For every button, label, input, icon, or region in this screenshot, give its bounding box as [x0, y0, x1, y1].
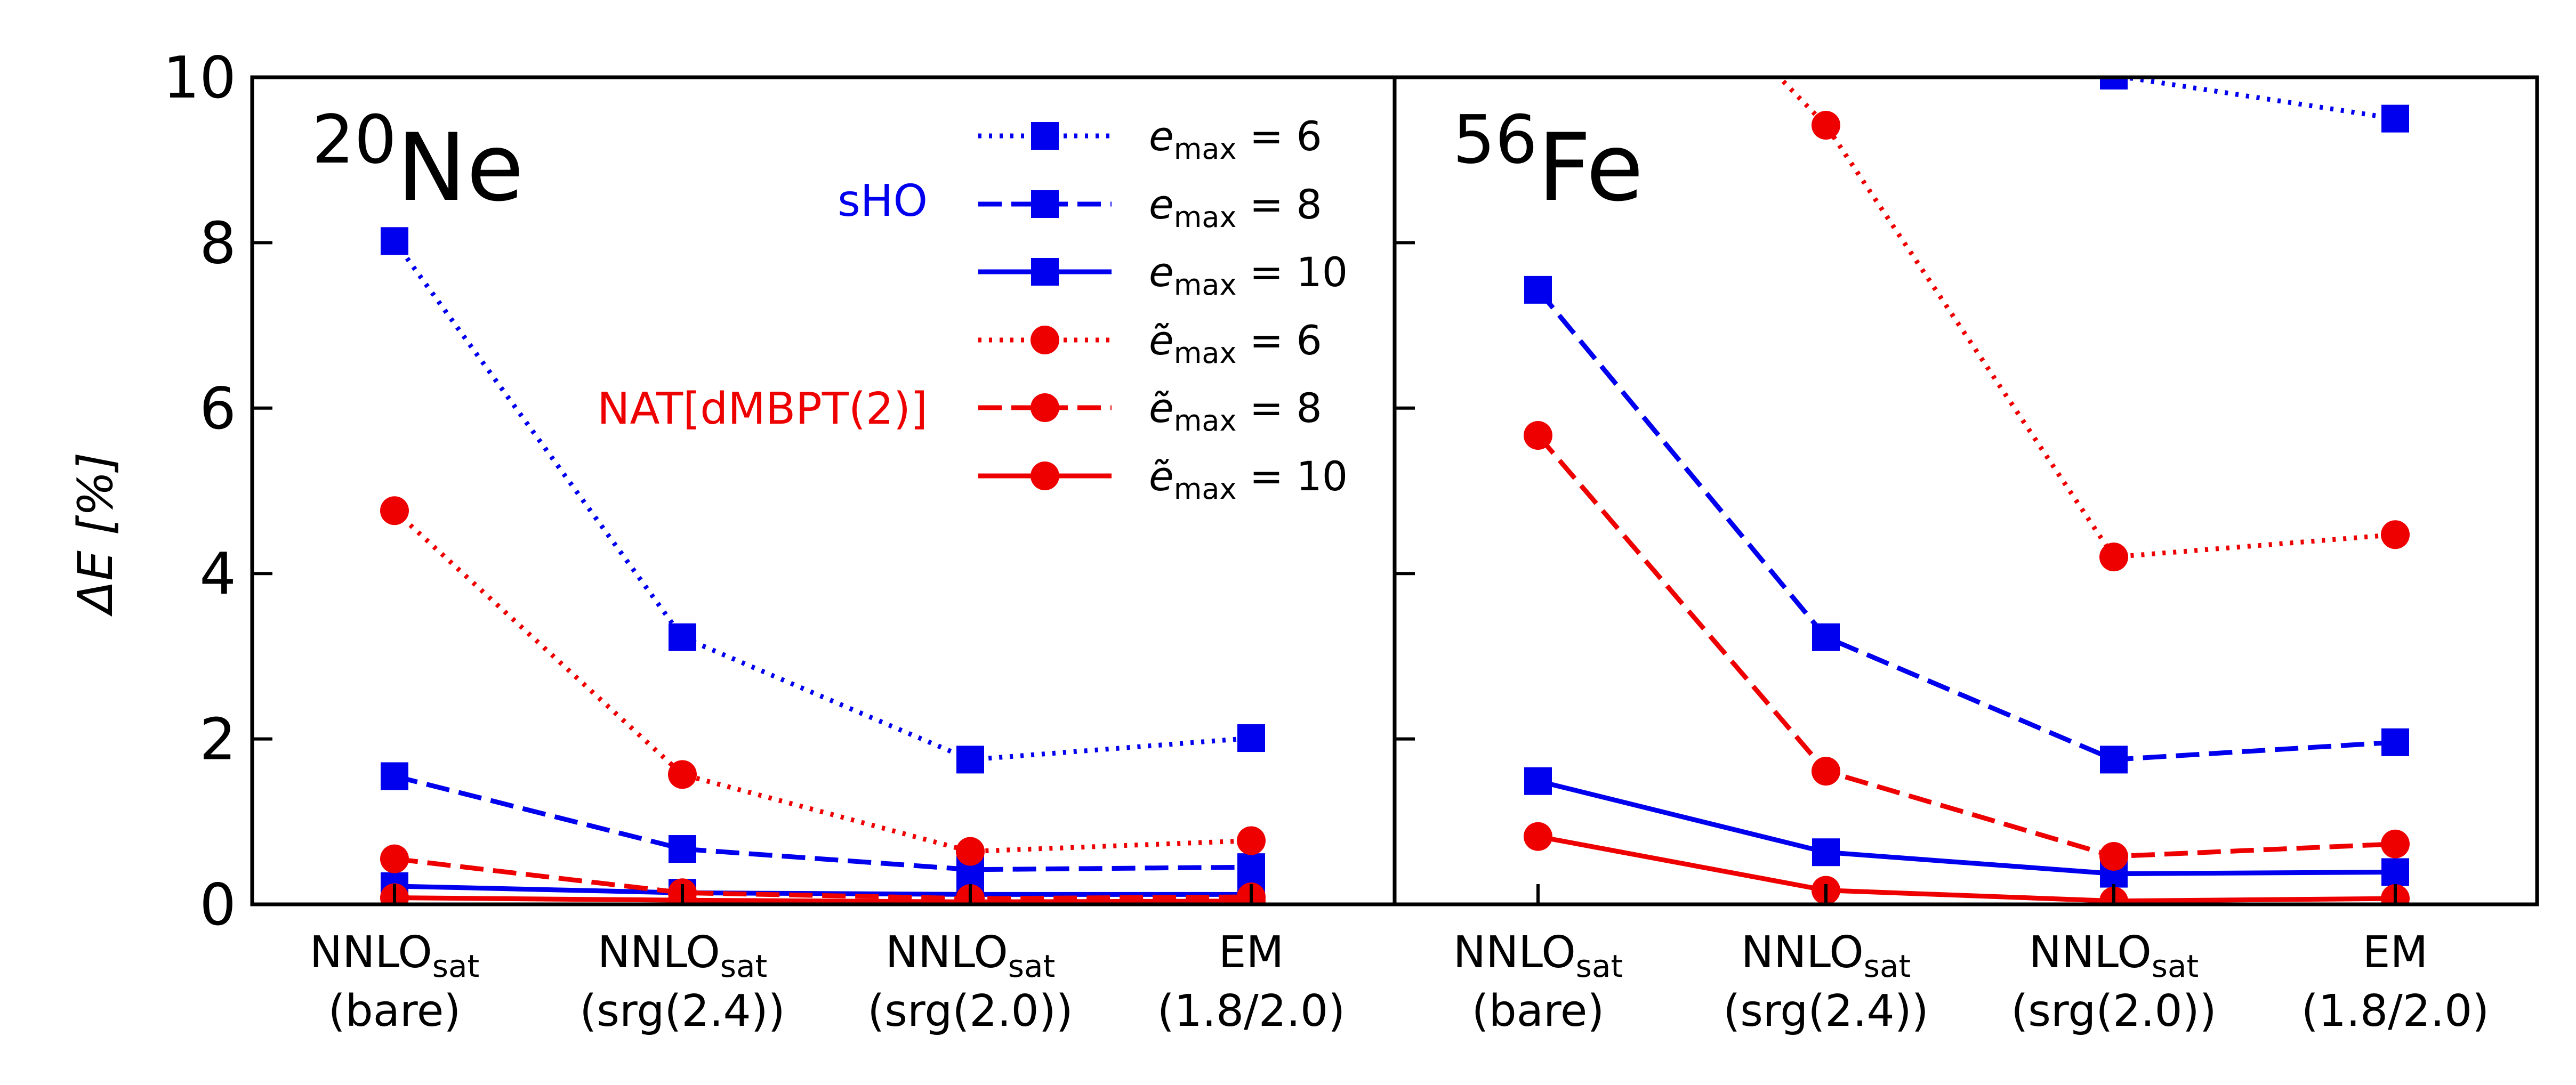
x-tick-label-line2-0-1: (srg(2.4)) — [579, 986, 785, 1037]
element-symbol-fe56: Fe — [1537, 114, 1644, 222]
data-point-1-1-2 — [2100, 746, 2128, 774]
series-line-1-4 — [1536, 434, 2396, 859]
data-point-1-1-3 — [2381, 728, 2409, 756]
legend-marker-5 — [1031, 461, 1059, 490]
data-point-0-1-1 — [669, 835, 696, 863]
data-point-1-4-1 — [1812, 757, 1840, 786]
y-axis-label: ΔE [%] — [68, 452, 124, 617]
legend-marker-1 — [1031, 190, 1059, 218]
data-point-1-1-1 — [1812, 623, 1840, 651]
y-tick-label-3: 6 — [199, 376, 236, 442]
legend-marker-2 — [1031, 258, 1059, 286]
legend-label-1: emax = 8 — [1149, 181, 1322, 234]
data-point-0-1-0 — [381, 762, 408, 790]
data-point-0-0-0 — [381, 227, 408, 255]
nuclide-label-ne20: 20Ne — [312, 101, 524, 222]
legend-marker-0 — [1031, 122, 1059, 150]
x-tick-label-line2-1-0: (bare) — [1472, 986, 1605, 1037]
legend: emax = 6 emax = 8 emax = 10 ẽmax = 6 ẽmax … — [978, 112, 1348, 506]
legend-label-0: emax = 6 — [1149, 112, 1322, 166]
data-point-1-0-2 — [2100, 77, 2128, 90]
series-line-1-2 — [1537, 779, 2396, 877]
legend-label-2: emax = 10 — [1149, 248, 1348, 302]
x-tick-label-line2-0-2: (srg(2.0)) — [867, 986, 1073, 1037]
data-point-0-0-2 — [956, 746, 984, 774]
series-line-0-1 — [393, 774, 1252, 872]
x-tick-label-0-1: NNLOsat — [598, 927, 768, 984]
legend-label-3: ẽmax = 6 — [1149, 317, 1322, 370]
axis-ticks: 0246810NNLOsat(bare)NNLOsat(srg(2.4))NNL… — [163, 45, 2490, 1037]
legend-marker-4 — [1031, 393, 1059, 422]
y-tick-label-4: 8 — [199, 210, 236, 277]
plot-frame-1 — [1392, 75, 2539, 906]
x-tick-label-0-0: NNLOsat — [310, 927, 480, 984]
data-point-0-3-1 — [668, 760, 697, 789]
data-point-1-2-3 — [2381, 858, 2409, 886]
y-tick-label-0: 0 — [199, 872, 236, 938]
x-tick-label-0-3: EM — [1219, 927, 1284, 978]
data-point-1-1-0 — [1524, 276, 1552, 304]
series-line-1-3 — [1776, 77, 2396, 560]
data-point-0-3-3 — [1237, 826, 1266, 855]
data-point-1-4-3 — [2381, 829, 2410, 859]
data-point-0-3-2 — [956, 837, 985, 866]
plot-frames — [250, 75, 2539, 906]
x-tick-label-line2-1-1: (srg(2.4)) — [1723, 986, 1928, 1037]
data-point-1-2-0 — [1524, 767, 1552, 795]
mass-number-ne20: 20 — [312, 101, 397, 179]
data-point-0-0-1 — [669, 623, 696, 651]
legend-marker-3 — [1031, 326, 1059, 354]
legend-group-sho: sHO — [838, 176, 928, 226]
data-point-0-1-3 — [1237, 853, 1265, 881]
x-tick-label-line2-0-0: (bare) — [328, 986, 461, 1037]
data-point-0-3-0 — [380, 496, 409, 525]
series-line-0-4 — [394, 856, 1252, 901]
mass-number-fe56: 56 — [1453, 101, 1537, 179]
x-tick-label-line2-0-3: (1.8/2.0) — [1157, 986, 1345, 1037]
series-line-0-5 — [394, 895, 1252, 904]
series-line-1-5 — [1537, 834, 2396, 904]
y-tick-label-1: 2 — [199, 707, 236, 773]
x-tick-label-1-0: NNLOsat — [1453, 927, 1623, 984]
data-point-0-4-0 — [380, 844, 409, 873]
nuclide-label-fe56: 56Fe — [1453, 101, 1644, 222]
data-point-1-3-2 — [2099, 542, 2128, 572]
y-tick-label-2: 4 — [199, 541, 236, 608]
x-tick-label-line2-1-3: (1.8/2.0) — [2301, 986, 2489, 1037]
series-line-1-1 — [1536, 288, 2396, 762]
x-tick-label-1-1: NNLOsat — [1741, 927, 1911, 984]
data-point-1-3-3 — [2381, 520, 2410, 549]
x-tick-label-line2-1-2: (srg(2.0)) — [2011, 986, 2216, 1037]
panel-fe56 — [1524, 77, 2410, 904]
data-point-1-4-0 — [1524, 421, 1552, 450]
legend-label-5: ẽmax = 10 — [1149, 452, 1348, 506]
x-tick-label-1-2: NNLOsat — [2029, 927, 2199, 984]
x-tick-label-1-3: EM — [2363, 927, 2428, 978]
data-point-1-0-3 — [2381, 104, 2409, 133]
data-point-0-0-3 — [1237, 724, 1265, 752]
y-tick-label-5: 10 — [163, 45, 236, 111]
data-point-1-4-2 — [2099, 841, 2128, 871]
legend-group-nat: NAT[dMBPT(2)] — [597, 384, 928, 434]
legend-label-4: ẽmax = 8 — [1149, 384, 1322, 438]
data-point-1-3-1 — [1812, 111, 1840, 140]
x-tick-label-0-2: NNLOsat — [885, 927, 1056, 984]
element-symbol-ne20: Ne — [397, 114, 524, 222]
data-point-1-2-1 — [1812, 838, 1840, 867]
data-point-1-5-0 — [1524, 822, 1552, 851]
